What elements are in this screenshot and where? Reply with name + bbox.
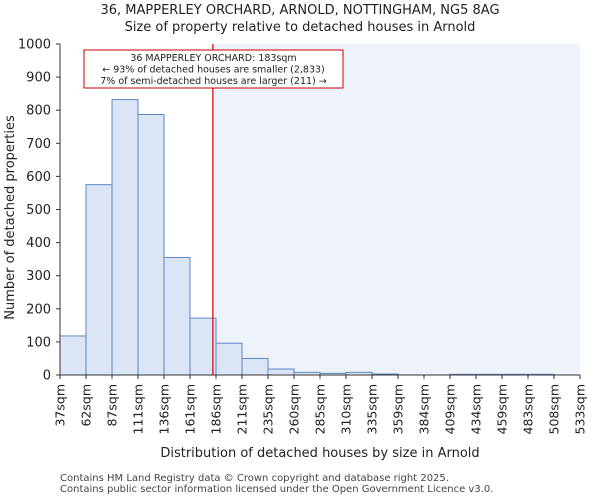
x-tick-label: 111sqm [131, 384, 146, 434]
bar-62sqm [85, 184, 113, 376]
x-tick-label: 335sqm [365, 384, 380, 434]
y-tick-label: 1000 [18, 38, 51, 53]
x-tick-label: 161sqm [183, 384, 198, 434]
y-tick-label: 500 [26, 203, 51, 218]
bar-235sqm [267, 368, 295, 376]
y-tick-label: 0 [43, 369, 51, 384]
x-tick-label: 359sqm [391, 384, 406, 434]
bar-87sqm [111, 99, 139, 376]
annotation-line-1: 36 MAPPERLEY ORCHARD: 183sqm [130, 53, 296, 64]
bar-136sqm [163, 256, 191, 376]
x-tick-label: 310sqm [339, 384, 354, 434]
y-tick-label: 700 [26, 137, 51, 152]
bar-211sqm [241, 357, 269, 376]
x-tick-label: 235sqm [261, 384, 276, 434]
y-tick-label: 200 [26, 302, 51, 317]
bar-37sqm [59, 335, 87, 376]
x-tick-label: 186sqm [209, 384, 224, 434]
x-tick-label: 533sqm [573, 384, 588, 434]
x-tick-label: 483sqm [521, 384, 536, 434]
annotation-line-2: ← 93% of detached houses are smaller (2,… [102, 65, 325, 76]
highlight-region [212, 44, 580, 375]
footer-licence: Contains public sector information licen… [60, 484, 494, 495]
y-tick-label: 600 [26, 170, 51, 185]
x-tick-label: 285sqm [313, 384, 328, 434]
x-tick-label: 459sqm [495, 384, 510, 434]
bar-161sqm [189, 317, 217, 376]
x-tick-label: 508sqm [547, 384, 562, 434]
y-tick-label: 300 [26, 269, 51, 284]
x-tick-label: 260sqm [287, 384, 302, 434]
x-tick-label: 384sqm [417, 384, 432, 434]
x-tick-label: 136sqm [157, 384, 172, 434]
x-tick-label: 37sqm [53, 384, 68, 427]
annotation-box [83, 49, 344, 89]
chart-title: 36, MAPPERLEY ORCHARD, ARNOLD, NOTTINGHA… [100, 3, 500, 18]
bar-186sqm [215, 342, 243, 376]
y-tick-label: 800 [26, 104, 51, 119]
y-tick-label: 400 [26, 236, 51, 251]
chart-subtitle: Size of property relative to detached ho… [124, 20, 476, 35]
x-tick-label: 434sqm [469, 384, 484, 434]
y-axis-title: Number of detached properties [3, 115, 18, 320]
x-tick-label: 409sqm [443, 384, 458, 434]
y-tick-label: 900 [26, 71, 51, 86]
bar-111sqm [137, 114, 165, 376]
x-tick-label: 87sqm [105, 384, 120, 427]
x-axis-title: Distribution of detached houses by size … [160, 446, 479, 461]
x-tick-label: 211sqm [235, 384, 250, 434]
footer-copyright: Contains HM Land Registry data © Crown c… [60, 473, 449, 484]
x-tick-label: 62sqm [79, 384, 94, 427]
annotation-line-3: 7% of semi-detached houses are larger (2… [100, 76, 327, 87]
y-tick-label: 100 [26, 335, 51, 350]
